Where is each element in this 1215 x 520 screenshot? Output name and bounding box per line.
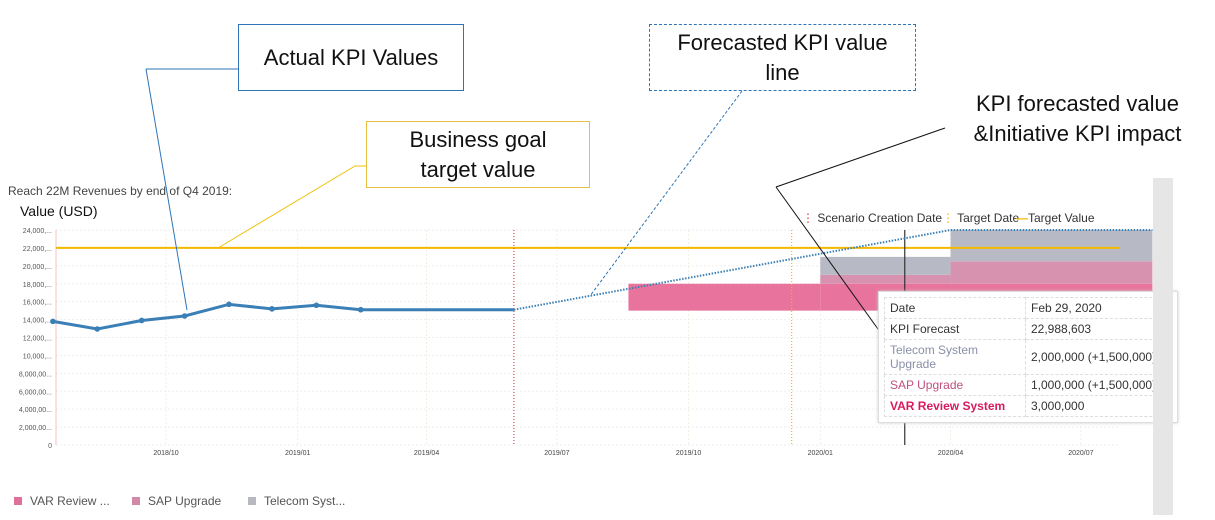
legend-sap[interactable]: SAP Upgrade [132, 494, 221, 508]
tooltip-value: Feb 29, 2020 [1025, 297, 1172, 319]
tooltip-row: KPI Forecast 22,988,603 [884, 318, 1172, 340]
tooltip-row: Date Feb 29, 2020 [884, 297, 1172, 319]
y-axis-label: Value (USD) [20, 203, 98, 219]
x-tick-label: 2019/01 [285, 450, 310, 457]
actual-point [181, 313, 188, 319]
tooltip: Date Feb 29, 2020 KPI Forecast 22,988,603 Te… [878, 291, 1178, 423]
x-tick-label: 2020/01 [808, 450, 833, 457]
callout-leader [145, 68, 188, 311]
telecom-bar [820, 256, 951, 275]
var-bar [628, 283, 821, 311]
x-tick-label: 2018/10 [153, 450, 178, 457]
forecast-line [513, 229, 1153, 311]
legend-target-date[interactable]: ⋮ Target Date [942, 211, 1020, 225]
callout-leader [217, 165, 356, 249]
callout-leader [775, 127, 946, 188]
y-tick-label: 0 [48, 443, 52, 450]
y-tick-label: 16,000,... [23, 300, 52, 307]
y-tick-label: 6,000,00... [19, 389, 52, 396]
tooltip-label: KPI Forecast [884, 318, 1026, 340]
legend-target-value[interactable]: —Target Value [1016, 211, 1095, 225]
actual-line [52, 302, 514, 331]
tooltip-row: Telecom System Upgrade 2,000,000 (+1,500,… [884, 339, 1172, 375]
legend-swatch [132, 497, 140, 505]
y-tick-label: 24,000,... [23, 228, 52, 235]
legend-label: SAP Upgrade [148, 494, 222, 508]
callout-leader [589, 90, 743, 297]
y-tick-label: 22,000,... [23, 246, 52, 253]
sap-bar [950, 261, 1153, 284]
tooltip-value: 1,000,000 (+1,500,000) [1025, 374, 1172, 396]
actual-point [357, 306, 364, 313]
tooltip-label: Date [884, 297, 1026, 319]
actual-point [313, 302, 320, 309]
y-tick-label: 10,000,... [23, 353, 52, 360]
y-tick-label: 2,000,00... [19, 425, 52, 432]
tooltip-label: Telecom System Upgrade [884, 339, 1026, 375]
tooltip-value: 22,988,603 [1025, 318, 1172, 340]
y-tick-label: 4,000,00... [19, 407, 52, 414]
legend-scenario-date[interactable]: ⋮ Scenario Creation Date [802, 211, 943, 225]
callout-leader [775, 186, 889, 344]
legend-label: Scenario Creation Date [817, 211, 943, 225]
callout-forecast: Forecasted KPI value line [649, 24, 916, 91]
legend-swatch [248, 497, 256, 505]
y-tick-label: 18,000,... [23, 282, 52, 289]
actual-point [138, 317, 145, 324]
tooltip-row: VAR Review System 3,000,000 [884, 395, 1172, 417]
telecom-bar [950, 230, 1153, 262]
x-tick-label: 2019/04 [414, 450, 439, 457]
x-tick-label: 2020/07 [1068, 450, 1093, 457]
actual-point [269, 306, 275, 312]
tooltip-value: 2,000,000 (+1,500,000) [1025, 339, 1172, 375]
y-tick-label: 20,000,... [23, 264, 52, 271]
x-tick-label: 2020/04 [938, 450, 963, 457]
chart-title: Reach 22M Revenues by end of Q4 2019: [8, 184, 233, 198]
x-tick-label: 2019/07 [544, 450, 569, 457]
callout-actual: Actual KPI Values [238, 24, 464, 91]
tooltip-label: VAR Review System [884, 395, 1026, 417]
actual-point [226, 301, 232, 308]
callout-goal: Business goal target value [366, 121, 590, 188]
legend-var[interactable]: VAR Review ... [14, 494, 110, 508]
legend-label: Target Value [1028, 211, 1095, 225]
tooltip-row: SAP Upgrade 1,000,000 (+1,500,000) [884, 374, 1172, 396]
scrollbar[interactable] [1153, 178, 1173, 515]
y-tick-label: 14,000,... [23, 318, 52, 325]
callout-impact: KPI forecasted value &Initiative KPI imp… [945, 84, 1210, 154]
legend-swatch [14, 497, 22, 505]
legend-label: VAR Review ... [30, 494, 110, 508]
actual-point [50, 318, 56, 325]
tooltip-value: 3,000,000 [1025, 395, 1172, 417]
legend-label: Target Date [957, 211, 1020, 225]
y-tick-label: 12,000,... [23, 336, 52, 343]
legend-telecom[interactable]: Telecom Syst... [248, 494, 345, 508]
actual-point [94, 326, 101, 332]
y-tick-label: 8,000,00... [19, 371, 52, 378]
tooltip-label: SAP Upgrade [884, 374, 1026, 396]
sap-bar [820, 274, 951, 284]
legend-label: Telecom Syst... [264, 494, 346, 508]
x-tick-label: 2019/10 [676, 450, 701, 457]
